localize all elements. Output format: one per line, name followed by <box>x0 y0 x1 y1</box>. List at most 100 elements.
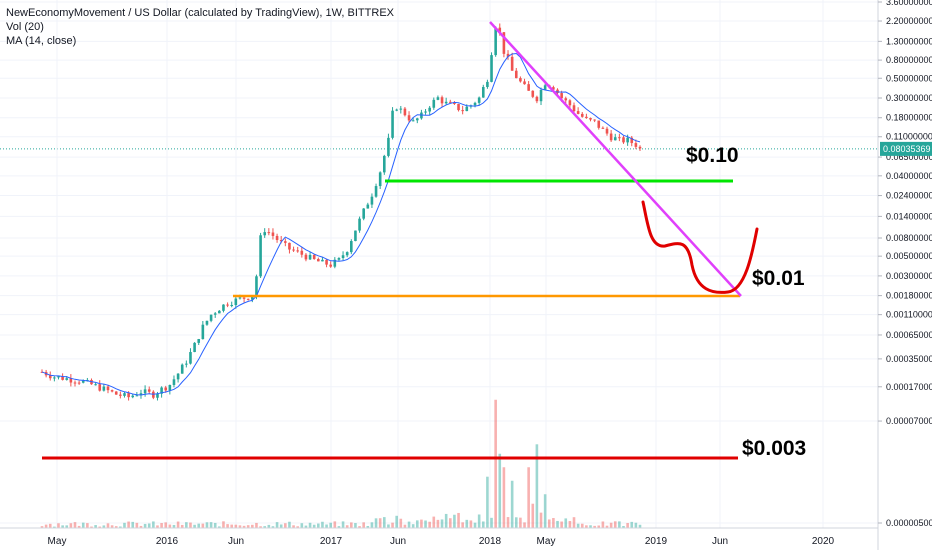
candle-body <box>193 342 196 353</box>
volume-bar <box>527 467 530 528</box>
volume-bar <box>275 522 279 528</box>
volume-bar <box>609 522 613 528</box>
candle-body <box>556 89 559 94</box>
candle-body <box>506 53 510 57</box>
volume-bar <box>350 522 353 528</box>
volume-bar <box>189 522 192 528</box>
candle-body <box>354 230 357 242</box>
candle-body <box>164 387 168 391</box>
volume-bar <box>354 523 357 528</box>
volume-bar <box>572 517 576 528</box>
candle-body <box>531 90 535 97</box>
candle-body <box>391 110 394 138</box>
time-tick-label: Jun <box>712 536 728 547</box>
candle-body <box>123 393 126 396</box>
volume-bar <box>48 523 52 528</box>
candle-body <box>271 232 275 236</box>
time-tick-label: May <box>48 536 67 547</box>
candle-body <box>465 106 469 112</box>
time-tick-label: 2016 <box>156 536 179 547</box>
last-price-tag <box>880 141 932 156</box>
candle-body <box>267 232 271 234</box>
candle-body <box>453 102 456 105</box>
candle-body <box>481 87 485 98</box>
candle-body <box>572 105 576 112</box>
candle-body <box>317 259 320 262</box>
volume-bar <box>114 526 118 528</box>
price-tick-label: 0.00065000 <box>886 330 932 340</box>
volume-bar <box>597 525 601 528</box>
candle-body <box>457 104 460 111</box>
time-axis[interactable]: May 2016 Jun 2017 Jun 2018 May 2019 Jun 2020 <box>0 527 878 547</box>
volume-bar <box>209 522 213 528</box>
candle-body <box>77 382 81 384</box>
candle-body <box>370 196 374 205</box>
drawing-annotations: $0.10 $0.01 $0.003 <box>42 21 806 460</box>
volume-bar <box>230 524 234 528</box>
volume-bar <box>135 522 139 528</box>
candle-body <box>242 297 246 299</box>
candle-body <box>300 250 304 255</box>
price-tick-label: 0.01400000 <box>886 211 932 221</box>
candle-body <box>304 254 308 260</box>
candle-body <box>374 186 378 197</box>
volume-bar <box>387 524 390 528</box>
volume-bar <box>634 522 638 528</box>
candle-body <box>288 242 291 250</box>
candle-body <box>514 70 518 79</box>
candle-body <box>168 384 172 391</box>
candle-body <box>114 391 118 395</box>
volume-bar <box>160 523 163 528</box>
candle-body <box>296 250 299 252</box>
candle-body <box>222 304 225 311</box>
price-tick-label: 0.18000000 <box>886 113 932 123</box>
volume-bar <box>147 523 151 528</box>
time-tick-label: Jun <box>228 536 244 547</box>
candle-body <box>209 314 213 321</box>
price-tick-label: 0.00000500 <box>886 518 932 528</box>
candle-body <box>593 119 596 121</box>
candle-body <box>477 97 481 103</box>
volume-bar <box>296 526 299 528</box>
volume-bar <box>407 521 411 528</box>
ma-indicator-label[interactable]: MA (14, close) <box>6 35 77 47</box>
candle-body <box>94 384 97 386</box>
volume-bar <box>333 521 337 528</box>
volume-bar <box>585 525 588 528</box>
symbol-title[interactable]: NewEconomyMovement / US Dollar (calculat… <box>6 7 394 19</box>
time-tick-label: 2019 <box>645 536 668 547</box>
time-tick-label: 2020 <box>812 536 835 547</box>
volume-bar <box>576 523 580 528</box>
price-axis[interactable]: 3.60000000 2.20000000 1.30000000 0.80000000… <box>877 0 932 550</box>
volume-bar <box>626 523 629 528</box>
volume-bar <box>444 513 448 528</box>
volume-bar <box>457 512 460 528</box>
volume-bar <box>494 399 497 528</box>
candle-body <box>185 363 188 365</box>
volume-bar <box>44 524 48 528</box>
price-tick-label: 0.00180000 <box>886 291 932 301</box>
candle-body <box>494 27 497 56</box>
candle-body <box>519 78 522 82</box>
candle-body <box>543 85 547 90</box>
candle-body <box>292 249 295 251</box>
candle-body <box>358 218 361 231</box>
volume-bar <box>613 521 617 528</box>
volume-bar <box>490 517 493 528</box>
volume-bar <box>453 514 456 528</box>
volume-bar <box>57 523 60 528</box>
candle-body <box>226 304 229 306</box>
candle-body <box>156 393 159 398</box>
volume-bar <box>193 524 196 528</box>
volume-indicator-label[interactable]: Vol (20) <box>6 21 44 33</box>
volume-bar <box>205 522 209 528</box>
volume-bar <box>143 523 147 528</box>
volume-bar <box>362 522 365 528</box>
volume-bar <box>94 525 97 528</box>
volume-bar <box>564 518 568 528</box>
volume-bar <box>40 526 44 528</box>
volume-bar <box>448 518 452 528</box>
volume-bar <box>420 519 423 528</box>
candle-body <box>172 379 176 385</box>
